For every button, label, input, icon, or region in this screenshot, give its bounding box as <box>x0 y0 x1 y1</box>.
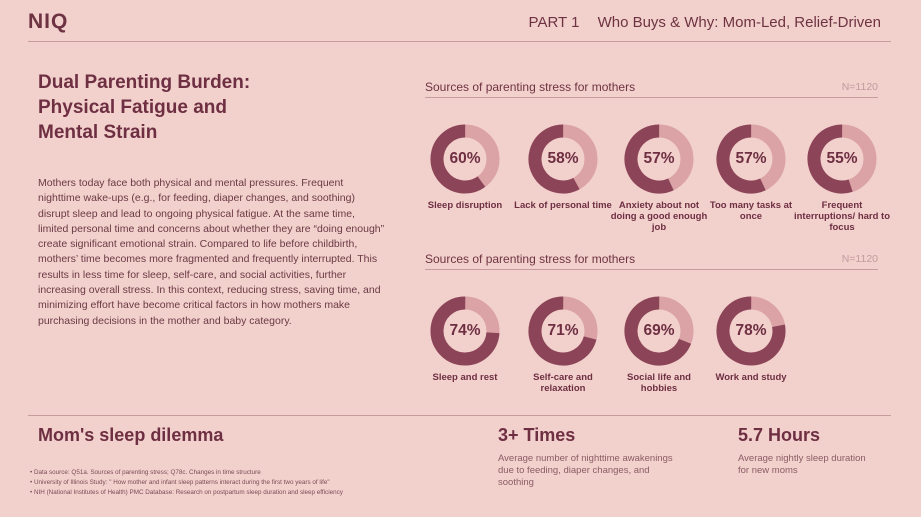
donut-value-arc <box>430 296 500 366</box>
donut-value-arc <box>528 296 598 366</box>
donut-value-arc <box>624 296 694 366</box>
stat-sleep-hours-desc: Average nightly sleep duration for new m… <box>738 453 866 476</box>
footnote: Data source: Q51a. Sources of parenting … <box>30 468 343 478</box>
donut-category-label: Frequent interruptions/ hard to focus <box>793 200 891 233</box>
donut-svg <box>807 124 877 194</box>
donut-chart: 69% <box>624 296 694 366</box>
bottom-divider <box>28 415 891 416</box>
chart2-header: Sources of parenting stress for mothers … <box>425 252 878 270</box>
donut-category-label: Work and study <box>715 372 787 383</box>
donut-svg <box>528 124 598 194</box>
footnote: NIH (National Institutes of Health) PMC … <box>30 488 343 498</box>
page-header-title: PART 1 Who Buys & Why: Mom-Led, Relief-D… <box>529 14 881 31</box>
body-paragraph: Mothers today face both physical and men… <box>38 177 385 327</box>
donut-value-label: 57% <box>643 150 675 167</box>
donut-value-arc <box>528 124 598 194</box>
brand-logo: NIQ <box>28 10 69 33</box>
donut-svg <box>624 124 694 194</box>
donut-svg <box>528 296 598 366</box>
donut-value-label: 57% <box>735 150 767 167</box>
section-title-line: Dual Parenting Burden: <box>38 72 251 93</box>
donut-svg <box>624 296 694 366</box>
donut-value-label: 78% <box>735 322 767 339</box>
donut-chart: 57% <box>624 124 694 194</box>
donut-value-label: 69% <box>643 322 675 339</box>
donut-value-arc <box>430 124 500 194</box>
part-title: Who Buys & Why: Mom-Led, Relief-Driven <box>597 14 881 31</box>
donut-chart: 57% <box>716 124 786 194</box>
donut-chart: 55% <box>807 124 877 194</box>
donut-category-label: Social life and hobbies <box>627 372 691 394</box>
donut-value-label: 71% <box>547 322 579 339</box>
donut-svg <box>716 296 786 366</box>
donut-chart: 60% <box>430 124 500 194</box>
top-bar: NIQ PART 1 Who Buys & Why: Mom-Led, Reli… <box>0 0 921 42</box>
donut-value-label: 60% <box>449 150 481 167</box>
donut-category-label: Too many tasks at once <box>709 200 793 222</box>
chart1-title: Sources of parenting stress for mothers <box>425 80 636 94</box>
chart2-title: Sources of parenting stress for mothers <box>425 252 636 266</box>
section-title-line: Physical Fatigue and <box>38 97 227 118</box>
donut-category-label: Sleep disruption <box>427 200 503 211</box>
donut-category-label: Sleep and rest <box>432 372 498 383</box>
donut-value-label: 55% <box>826 150 858 167</box>
donut-svg <box>716 124 786 194</box>
donut-chart: 58% <box>528 124 598 194</box>
chart1-sample-size: N=1120 <box>841 81 878 93</box>
footnotes: Data source: Q51a. Sources of parenting … <box>30 468 343 498</box>
sleep-dilemma-title: Mom's sleep dilemma <box>38 425 224 445</box>
stat-awakenings-desc: Average number of nighttime awakenings d… <box>498 453 673 488</box>
donut-category-label: Self-care and relaxation <box>533 372 593 394</box>
header-divider <box>28 41 891 42</box>
donut-svg <box>430 296 500 366</box>
footnote: University of Illinois Study: " How moth… <box>30 478 343 488</box>
stat-sleep-hours-value: 5.7 Hours <box>738 425 821 445</box>
donut-category-label: Lack of personal time <box>514 200 612 211</box>
donut-category-label: Anxiety about not doing a good enough jo… <box>610 200 708 233</box>
part-label: PART 1 <box>528 14 580 31</box>
donut-value-arc <box>624 124 694 194</box>
donut-value-arc <box>807 124 877 194</box>
chart2-sample-size: N=1120 <box>841 253 878 265</box>
stat-awakenings-value: 3+ Times <box>498 425 576 445</box>
section-title: Dual Parenting Burden: Physical Fatigue … <box>38 70 338 145</box>
donut-value-label: 58% <box>547 150 579 167</box>
section-title-line: Mental Strain <box>38 122 158 143</box>
donut-value-label: 74% <box>449 322 481 339</box>
donut-chart: 74% <box>430 296 500 366</box>
chart1-header: Sources of parenting stress for mothers … <box>425 80 878 98</box>
donut-chart: 71% <box>528 296 598 366</box>
donut-chart: 78% <box>716 296 786 366</box>
donut-value-arc <box>716 124 786 194</box>
donut-svg <box>430 124 500 194</box>
